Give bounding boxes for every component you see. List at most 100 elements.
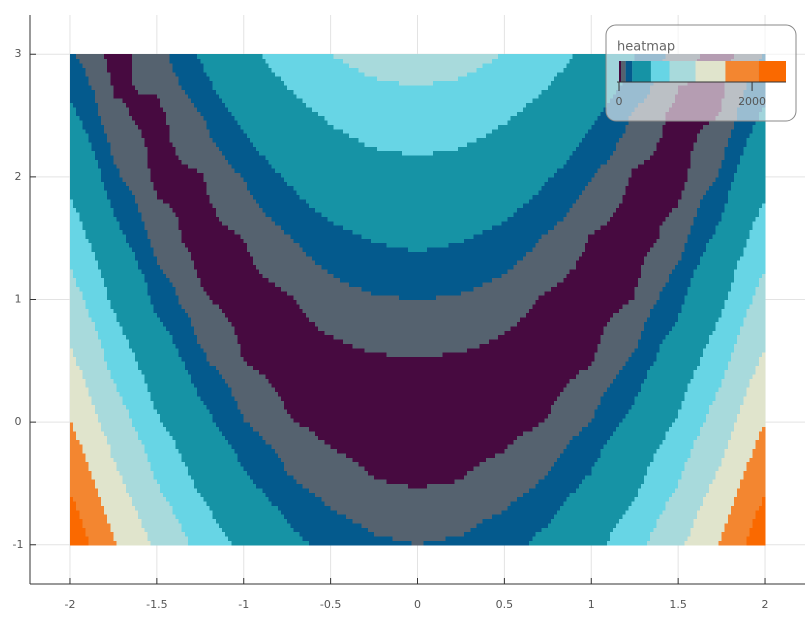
contour-cell [246,185,288,191]
contour-cell [330,334,335,340]
contour-cell [203,400,239,406]
contour-cell [755,439,766,445]
contour-cell [330,430,375,436]
contour-cell [374,404,419,410]
contour-cell [591,150,614,156]
contour-cell [308,317,332,322]
contour-cell [634,216,667,222]
contour-cell [69,540,90,546]
contour-cell [287,111,319,117]
contour-cell [721,133,732,139]
contour-cell [734,277,760,283]
contour-cell [460,207,505,213]
contour-cell [104,277,115,283]
contour-cell [287,457,332,463]
contour-cell [218,146,245,152]
contour-cell [206,500,245,506]
contour-cell [175,514,201,520]
contour-cell [460,369,505,375]
contour-cell [110,80,115,86]
contour-cell [752,448,766,454]
contour-cell [364,71,375,77]
contour-cell [181,457,201,463]
contour-cell [417,378,462,384]
contour-cell [625,128,636,134]
contour-cell [147,286,158,292]
contour-cell [330,233,363,239]
contour-cell [163,321,192,327]
contour-cell [113,408,130,414]
contour-cell [721,518,729,524]
contour-cell [113,334,127,340]
contour-cell [88,461,115,467]
contour-cell [330,154,375,160]
contour-cell [504,487,530,493]
contour-cell [141,133,158,139]
contour-cell [156,417,161,423]
contour-cell [69,483,96,489]
contour-cell [330,535,375,541]
contour-cell [349,63,375,68]
contour-cell [128,343,158,349]
contour-cell [417,483,428,489]
contour-cell [572,150,592,156]
contour-cell [504,277,549,283]
contour-cell [678,356,701,362]
contour-cell [175,343,201,349]
contour-cell [330,369,375,375]
contour-cell [740,154,766,160]
contour-cell [110,448,115,454]
contour-cell [156,150,177,156]
contour-cell [616,207,636,213]
contour-cell [287,159,332,165]
contour-cell [175,286,201,292]
contour-cell [209,505,245,511]
contour-cell [156,172,201,178]
contour-cell [504,115,512,121]
contour-cell [460,417,505,423]
contour-cell [460,176,505,182]
contour-cell [287,89,294,95]
contour-cell [706,242,723,248]
contour-cell [681,400,713,406]
contour-cell [504,128,549,134]
contour-cell [460,492,505,498]
contour-cell [79,216,115,222]
contour-cell [417,430,462,436]
contour-cell [702,194,723,200]
contour-cell [374,207,419,213]
contour-cell [721,492,738,498]
contour-cell [200,71,208,77]
contour-cell [417,325,462,331]
contour-cell [594,461,636,467]
contour-cell [125,483,158,489]
contour-cell [200,216,220,222]
contour-cell [591,119,595,125]
contour-cell [156,111,167,117]
contour-cell [547,203,574,209]
contour-cell [69,185,105,191]
contour-cell [141,268,158,274]
contour-cell [330,229,353,235]
contour-cell [135,255,158,261]
contour-cell [504,229,549,235]
contour-cell [169,330,195,336]
contour-cell [135,119,158,125]
contour-cell [637,391,679,397]
contour-cell [200,233,242,239]
contour-cell [504,242,537,248]
contour-cell [752,128,766,134]
contour-cell [287,492,316,498]
contour-cell [330,461,360,467]
contour-cell [150,299,158,305]
contour-cell [678,190,682,195]
contour-cell [721,391,748,397]
contour-cell [647,369,679,375]
contour-cell [330,89,375,95]
contour-cell [591,146,617,152]
contour-cell [69,277,77,283]
contour-cell [107,133,115,139]
contour-cell [110,150,115,156]
contour-cell [212,413,245,419]
contour-cell [138,207,158,213]
